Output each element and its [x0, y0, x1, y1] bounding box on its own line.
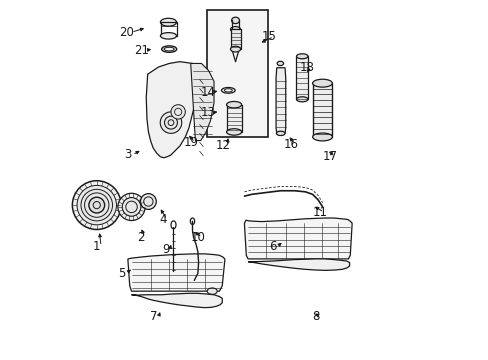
Ellipse shape: [296, 97, 307, 102]
Ellipse shape: [231, 17, 239, 24]
Circle shape: [72, 181, 121, 229]
Polygon shape: [131, 293, 222, 308]
Bar: [206, 10, 267, 137]
Ellipse shape: [226, 129, 241, 135]
Bar: [226, 105, 241, 132]
Ellipse shape: [312, 79, 332, 87]
Text: 6: 6: [269, 240, 276, 253]
Bar: [312, 83, 332, 137]
Text: 4: 4: [159, 213, 166, 226]
Polygon shape: [276, 68, 285, 134]
Ellipse shape: [230, 46, 240, 52]
Ellipse shape: [312, 133, 332, 141]
Ellipse shape: [207, 288, 217, 294]
Polygon shape: [146, 62, 203, 158]
Text: 7: 7: [150, 310, 158, 324]
Ellipse shape: [277, 61, 283, 66]
Circle shape: [140, 194, 156, 210]
Circle shape: [171, 105, 185, 119]
Ellipse shape: [160, 33, 176, 39]
Ellipse shape: [224, 89, 232, 92]
Text: 17: 17: [323, 150, 337, 163]
Ellipse shape: [221, 87, 235, 93]
Text: 15: 15: [262, 30, 277, 43]
Circle shape: [77, 185, 116, 225]
Polygon shape: [190, 63, 214, 140]
Text: 12: 12: [215, 139, 230, 152]
Ellipse shape: [226, 102, 241, 108]
Polygon shape: [247, 259, 349, 270]
Text: 13: 13: [200, 106, 215, 119]
Polygon shape: [128, 254, 224, 291]
Polygon shape: [244, 218, 351, 259]
Text: 2: 2: [137, 231, 144, 244]
Text: 9: 9: [162, 243, 169, 256]
Circle shape: [160, 112, 182, 134]
Circle shape: [89, 197, 104, 213]
Bar: [230, 30, 240, 49]
Text: 19: 19: [183, 136, 198, 149]
Text: 20: 20: [119, 26, 134, 39]
Bar: [160, 22, 176, 36]
Text: 21: 21: [133, 44, 148, 57]
Ellipse shape: [162, 46, 176, 52]
Text: 16: 16: [283, 138, 298, 150]
Text: 1: 1: [93, 240, 101, 253]
Ellipse shape: [296, 54, 307, 59]
Circle shape: [122, 198, 141, 216]
Text: 8: 8: [312, 310, 319, 324]
Ellipse shape: [160, 18, 176, 26]
Text: 18: 18: [299, 60, 314, 73]
Circle shape: [118, 193, 145, 221]
Text: 11: 11: [312, 206, 326, 219]
Ellipse shape: [164, 47, 174, 51]
Text: 10: 10: [190, 231, 205, 244]
Bar: [296, 56, 307, 99]
Text: 3: 3: [124, 148, 131, 161]
Text: 5: 5: [118, 267, 125, 280]
Text: 14: 14: [200, 86, 215, 99]
Ellipse shape: [276, 131, 285, 135]
Ellipse shape: [230, 27, 240, 32]
